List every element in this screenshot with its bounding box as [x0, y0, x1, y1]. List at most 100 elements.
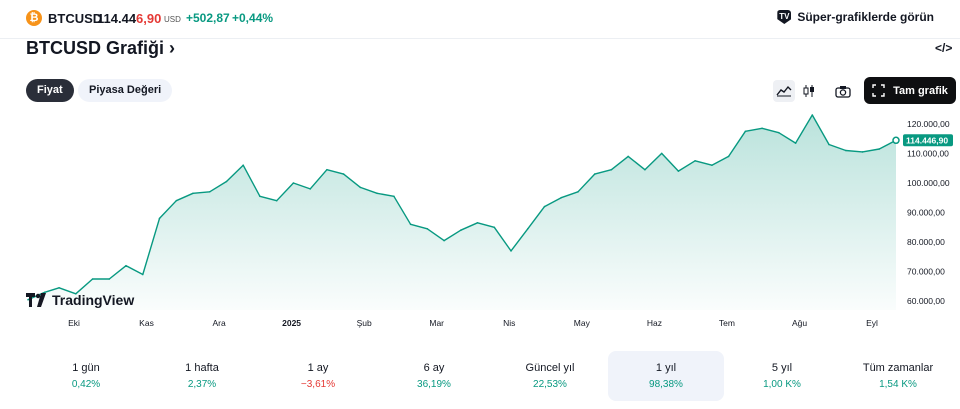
last-price-tag	[903, 134, 953, 147]
x-tick-label: Mar	[429, 318, 444, 328]
period-label: Tüm zamanlar	[862, 362, 934, 374]
data-point	[878, 148, 881, 150]
tab-price[interactable]: Fiyat	[26, 79, 74, 102]
y-tick-label: 80.000,00	[907, 237, 945, 247]
data-point	[577, 191, 579, 193]
x-tick-label: May	[574, 318, 591, 328]
price-tail: 6,90	[136, 11, 162, 26]
period-selector: 1 gün 0,42% 1 hafta 2,37% 1 ay −3,61% 6 ay 36,1…	[28, 351, 956, 401]
period-change: 98,38%	[649, 379, 683, 390]
bitcoin-icon: ₿	[26, 10, 42, 26]
last-price-label: 114.446,90	[906, 135, 948, 145]
data-point	[259, 195, 261, 198]
camera-icon[interactable]	[832, 80, 854, 102]
data-point	[142, 273, 144, 276]
y-tick-label: 60.000,00	[907, 296, 945, 306]
period-change: 22,53%	[533, 379, 567, 390]
data-point	[359, 186, 362, 189]
data-point	[727, 155, 730, 158]
period-label: 1 hafta	[185, 362, 219, 374]
supercharts-label: Süper-grafiklerde görün	[797, 10, 934, 24]
data-point	[309, 188, 312, 190]
data-point	[845, 149, 847, 152]
supercharts-link[interactable]: TV Süper-grafiklerde görün	[777, 10, 934, 24]
page-title[interactable]: BTCUSD Grafiği ›	[26, 38, 176, 58]
data-point	[794, 142, 797, 144]
symbol-name[interactable]: BTCUSD	[48, 11, 103, 26]
tradingview-shield-icon: TV	[777, 10, 792, 24]
y-tick-label: 100.000,00	[907, 178, 950, 188]
period-option[interactable]: 1 yıl 98,38%	[608, 351, 724, 401]
price-change-percent: +0,44%	[232, 11, 274, 25]
data-point	[460, 229, 462, 231]
price-chart[interactable]: 120.000,00 110.000,00 100.000,00 90.000,00 8…	[0, 108, 960, 330]
data-point	[192, 192, 194, 195]
candlestick-icon[interactable]	[798, 80, 820, 102]
data-point	[125, 264, 127, 267]
watermark-text: TradingView	[52, 292, 135, 308]
data-point	[175, 199, 178, 202]
period-option[interactable]: Güncel yıl 22,53%	[492, 351, 608, 401]
last-price: 114.446,90	[97, 11, 161, 26]
period-label: 1 gün	[72, 362, 100, 374]
price-area-fill	[28, 115, 896, 310]
period-change: 1,54 K%	[879, 379, 917, 390]
tradingview-logo-icon	[26, 293, 46, 307]
period-option[interactable]: 1 ay −3,61%	[260, 351, 376, 401]
data-point	[644, 168, 646, 171]
y-tick-label: 70.000,00	[907, 267, 945, 277]
tradingview-watermark: TradingView	[26, 292, 134, 308]
data-point	[828, 143, 830, 146]
data-point	[409, 223, 412, 226]
period-change: 36,19%	[417, 379, 451, 390]
data-point	[744, 130, 747, 133]
data-point	[660, 152, 663, 155]
data-point	[75, 293, 77, 295]
period-option[interactable]: 5 yıl 1,00 K%	[724, 351, 840, 401]
symbol-header: ₿ BTCUSD 114.446,90 USD +502,87 +0,44% T…	[0, 0, 960, 38]
data-point	[861, 151, 864, 153]
x-tick-label: Eki	[68, 318, 80, 328]
data-point	[43, 291, 46, 294]
last-price-marker	[892, 136, 900, 145]
period-label: 1 ay	[307, 362, 329, 374]
data-point	[493, 226, 496, 229]
data-point	[811, 114, 814, 116]
data-point	[426, 228, 429, 230]
x-tick-label: 2025	[282, 318, 301, 328]
data-point	[342, 173, 345, 175]
embed-code-icon[interactable]: </>	[935, 41, 953, 55]
data-point	[242, 164, 244, 166]
period-change: 0,42%	[71, 379, 101, 390]
period-option[interactable]: 1 hafta 2,37%	[144, 351, 260, 401]
x-tick-label: Nis	[503, 318, 515, 328]
x-tick-label: Kas	[139, 318, 154, 328]
data-point	[711, 164, 713, 166]
full-chart-label: Tam grafik	[893, 84, 948, 97]
period-label: 6 ay	[423, 362, 445, 374]
data-point	[593, 173, 596, 175]
period-label: 5 yıl	[771, 362, 793, 374]
area-chart-icon[interactable]	[773, 80, 795, 102]
data-point	[292, 182, 295, 184]
data-point	[778, 131, 780, 134]
period-option[interactable]: 1 gün 0,42%	[28, 351, 144, 401]
period-change: 1,00 K%	[763, 379, 801, 390]
x-tick-label: Ara	[212, 318, 226, 328]
period-option[interactable]: 6 ay 36,19%	[376, 351, 492, 401]
period-option[interactable]: Tüm zamanlar 1,54 K%	[840, 351, 956, 401]
data-point	[610, 168, 613, 171]
y-tick-label: 120.000,00	[907, 119, 950, 129]
full-chart-button[interactable]: Tam grafik	[864, 77, 956, 104]
tab-market-cap[interactable]: Piyasa Değeri	[78, 79, 173, 102]
data-point	[108, 278, 111, 280]
price-currency: USD	[164, 15, 181, 24]
period-label: 1 yıl	[655, 362, 677, 374]
data-point	[694, 160, 696, 162]
data-point	[761, 127, 763, 130]
data-point	[527, 228, 529, 230]
data-point	[510, 250, 512, 252]
fullscreen-icon	[872, 84, 885, 97]
header-divider	[0, 38, 960, 39]
data-point	[225, 180, 228, 183]
